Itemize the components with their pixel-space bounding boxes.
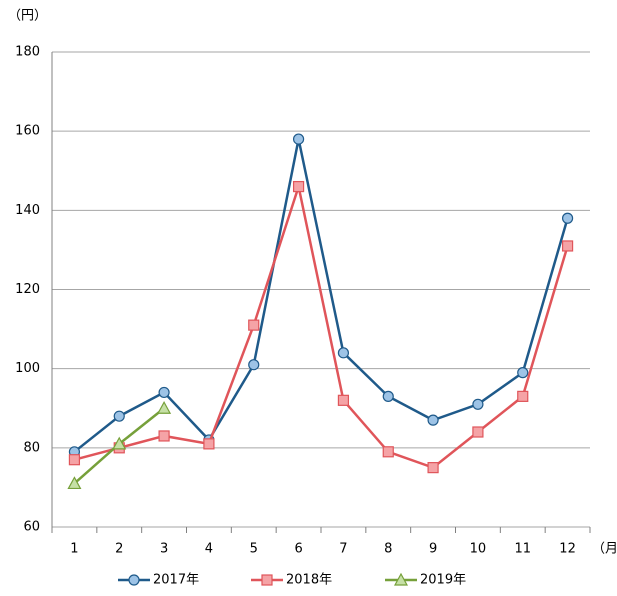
data-point bbox=[113, 410, 125, 422]
y-tick-label: 100 bbox=[15, 361, 40, 376]
x-tick-label: 4 bbox=[205, 542, 213, 557]
data-point bbox=[337, 347, 350, 359]
data-point bbox=[382, 390, 394, 402]
x-tick-label: 6 bbox=[294, 542, 302, 557]
data-point bbox=[292, 133, 305, 145]
data-point bbox=[561, 240, 574, 252]
data-point bbox=[472, 426, 484, 438]
x-tick-label: 9 bbox=[429, 542, 437, 557]
legend-marker bbox=[128, 574, 140, 586]
data-point bbox=[337, 394, 350, 406]
series-line bbox=[74, 181, 569, 470]
data-point bbox=[157, 400, 172, 414]
data-point bbox=[382, 446, 394, 458]
legend-marker bbox=[393, 572, 409, 586]
data-point bbox=[561, 212, 574, 224]
y-tick-label: 140 bbox=[15, 203, 40, 218]
x-tick-label: 3 bbox=[160, 542, 168, 557]
legend-label: 2019年 bbox=[420, 573, 466, 588]
x-tick-label: 7 bbox=[339, 542, 347, 557]
x-tick-label: 11 bbox=[514, 542, 531, 557]
x-unit-label: （月） bbox=[592, 542, 617, 557]
legend-label: 2018年 bbox=[286, 573, 332, 588]
y-tick-label: 160 bbox=[15, 124, 40, 139]
data-point bbox=[203, 438, 215, 450]
data-point bbox=[517, 367, 529, 379]
data-point bbox=[248, 319, 260, 331]
legend-label: 2017年 bbox=[153, 573, 199, 588]
legend-marker bbox=[261, 574, 273, 586]
data-point bbox=[427, 414, 439, 426]
data-point bbox=[248, 359, 260, 371]
data-point bbox=[67, 476, 82, 490]
data-point bbox=[427, 462, 439, 474]
data-point bbox=[68, 454, 81, 466]
data-point bbox=[158, 430, 170, 442]
data-point bbox=[517, 390, 529, 402]
x-tick-label: 5 bbox=[250, 542, 258, 557]
x-tick-label: 8 bbox=[384, 542, 392, 557]
series-line bbox=[73, 138, 569, 453]
data-point bbox=[158, 386, 170, 399]
y-tick-label: 120 bbox=[15, 282, 40, 297]
x-tick-label: 12 bbox=[559, 542, 576, 557]
y-tick-label: 60 bbox=[23, 520, 40, 535]
y-tick-label: 80 bbox=[23, 440, 40, 455]
data-point bbox=[112, 436, 127, 450]
y-unit-label: （円） bbox=[8, 9, 47, 24]
y-tick-label: 180 bbox=[15, 45, 40, 60]
data-point bbox=[472, 398, 484, 410]
x-tick-label: 10 bbox=[470, 542, 487, 557]
x-tick-label: 2 bbox=[115, 542, 123, 557]
x-tick-label: 1 bbox=[70, 542, 78, 557]
data-point bbox=[292, 180, 305, 193]
